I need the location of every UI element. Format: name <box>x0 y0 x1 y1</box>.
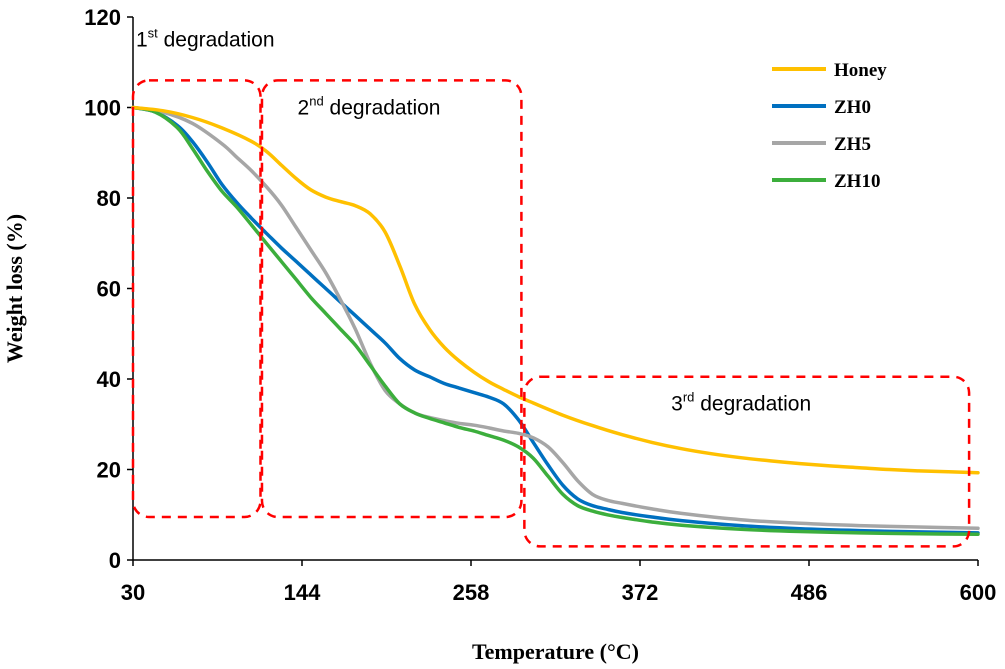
degradation-text: degradation <box>158 28 275 51</box>
degradation-label-third: 3rd degradation <box>671 390 811 416</box>
legend-label-zh10: ZH10 <box>834 171 880 192</box>
degradation-ordinal: st <box>148 25 159 40</box>
x-tick-label: 600 <box>960 580 997 605</box>
degradation-text: degradation <box>324 96 441 119</box>
series-line-zh5 <box>131 105 980 531</box>
degradation-ordinal: rd <box>683 390 695 405</box>
degradation-box-second <box>260 79 523 519</box>
x-tick-label: 30 <box>121 580 145 605</box>
y-tick-label: 120 <box>84 5 121 30</box>
x-axis-title: Temperature (°C) <box>472 639 639 664</box>
degradation-box-first <box>131 79 262 519</box>
y-tick-label: 80 <box>97 186 121 211</box>
legend-label-zh0: ZH0 <box>834 97 871 118</box>
series-line-zh0 <box>131 105 980 535</box>
x-tick-label: 258 <box>453 580 490 605</box>
x-tick-label: 486 <box>791 580 828 605</box>
series-line-zh10 <box>131 105 980 536</box>
y-tick-label: 100 <box>84 96 121 121</box>
series-line-honey <box>131 105 980 475</box>
degradation-number: 1 <box>136 28 148 51</box>
legend-label-honey: Honey <box>834 60 887 81</box>
x-tick-label: 372 <box>622 580 659 605</box>
y-tick-label: 40 <box>97 367 121 392</box>
degradation-text: degradation <box>694 393 811 416</box>
degradation-label-first: 1st degradation <box>136 25 275 51</box>
y-tick-label: 20 <box>97 458 121 483</box>
y-tick-label: 60 <box>97 277 121 302</box>
y-axis-title: Weight loss (%) <box>2 214 27 363</box>
legend: Honey ZH0 ZH5 ZH10 <box>772 60 887 192</box>
degradation-ordinal: nd <box>309 93 323 108</box>
y-tick-label: 0 <box>109 548 121 573</box>
degradation-box-third <box>523 375 971 548</box>
degradation-number: 2 <box>298 96 310 119</box>
x-tick-label: 144 <box>284 580 321 605</box>
legend-label-zh5: ZH5 <box>834 134 871 155</box>
degradation-label-second: 2nd degradation <box>298 93 441 119</box>
degradation-number: 3 <box>671 393 683 416</box>
